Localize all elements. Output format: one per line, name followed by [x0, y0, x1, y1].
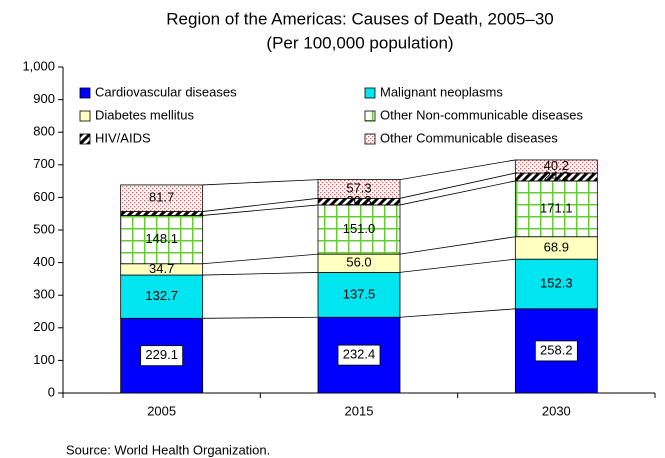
legend-swatch	[364, 87, 376, 99]
legend-swatch	[364, 110, 376, 122]
data-label: 232.4	[343, 347, 376, 362]
connector-line	[202, 272, 319, 276]
y-tick-label: 700	[33, 156, 55, 171]
bar-segment	[120, 215, 204, 265]
label-box	[534, 340, 578, 362]
legend-swatch	[79, 133, 91, 145]
connector-line	[399, 236, 516, 255]
bar-segment	[514, 159, 598, 174]
data-label: 68.9	[544, 239, 569, 254]
connector-line	[202, 197, 319, 212]
bar-segment	[317, 272, 401, 318]
label-box	[140, 345, 184, 367]
y-tick-label: 1,000	[22, 58, 55, 73]
y-tick-label: 900	[33, 91, 55, 106]
y-tick-label: 400	[33, 254, 55, 269]
connector-line	[202, 204, 319, 216]
connector-line	[399, 180, 516, 206]
data-label: 56.0	[346, 255, 371, 270]
legend-swatch	[79, 110, 91, 122]
legend-label: Cardiovascular diseases	[95, 84, 237, 99]
source-note: Source: World Health Organization.	[66, 442, 270, 457]
data-label: 132.7	[145, 288, 178, 303]
data-label: 258.2	[540, 342, 573, 357]
connector-line	[399, 159, 516, 181]
x-tick-label: 2030	[542, 403, 571, 418]
legend-label: Other Communicable diseases	[380, 130, 558, 145]
data-label: 137.5	[343, 286, 376, 301]
legend-label: Diabetes mellitus	[95, 107, 194, 122]
data-label: 171.1	[540, 200, 573, 215]
data-label: 40.2	[544, 158, 569, 173]
data-label: 229.1	[145, 347, 178, 362]
legend-swatch	[79, 87, 91, 99]
y-tick-label: 200	[33, 319, 55, 334]
legend-label: Malignant neoplasms	[380, 84, 503, 99]
x-tick-label: 2005	[147, 403, 176, 418]
data-label: 152.3	[540, 275, 573, 290]
chart-title: Region of the Americas: Causes of Death,…	[166, 9, 553, 28]
connector-line	[202, 253, 319, 265]
data-label: 148.1	[145, 231, 178, 246]
y-tick-label: 500	[33, 221, 55, 236]
chart-subtitle: (Per 100,000 population)	[266, 33, 453, 52]
connector-line	[202, 179, 319, 186]
connector-line	[399, 258, 516, 273]
x-tick-label: 2015	[345, 403, 374, 418]
bar-segment	[120, 274, 204, 319]
data-label: 20.3	[346, 193, 371, 208]
connector-line	[202, 316, 319, 319]
bar-segment	[120, 211, 204, 216]
bar-segment	[514, 180, 598, 238]
connector-line	[399, 172, 516, 199]
connector-line	[399, 308, 516, 318]
y-tick-label: 300	[33, 287, 55, 302]
bar-segment	[120, 184, 204, 212]
legend-label: Other Non-communicable diseases	[380, 107, 584, 122]
legend-swatch	[364, 133, 376, 145]
y-tick-label: 100	[33, 352, 55, 367]
data-label: 57.3	[346, 180, 371, 195]
bar-segment	[317, 204, 401, 255]
legend-label: HIV/AIDS	[95, 130, 151, 145]
bar-segment	[317, 179, 401, 199]
data-label: 81.7	[149, 190, 174, 205]
label-box	[337, 344, 381, 366]
bar-segment	[514, 258, 598, 310]
y-tick-label: 0	[48, 384, 55, 399]
data-label: 24.2	[544, 168, 569, 183]
data-label: 151.0	[343, 221, 376, 236]
y-tick-label: 600	[33, 189, 55, 204]
data-label: 34.7	[149, 261, 174, 276]
y-tick-label: 800	[33, 124, 55, 139]
